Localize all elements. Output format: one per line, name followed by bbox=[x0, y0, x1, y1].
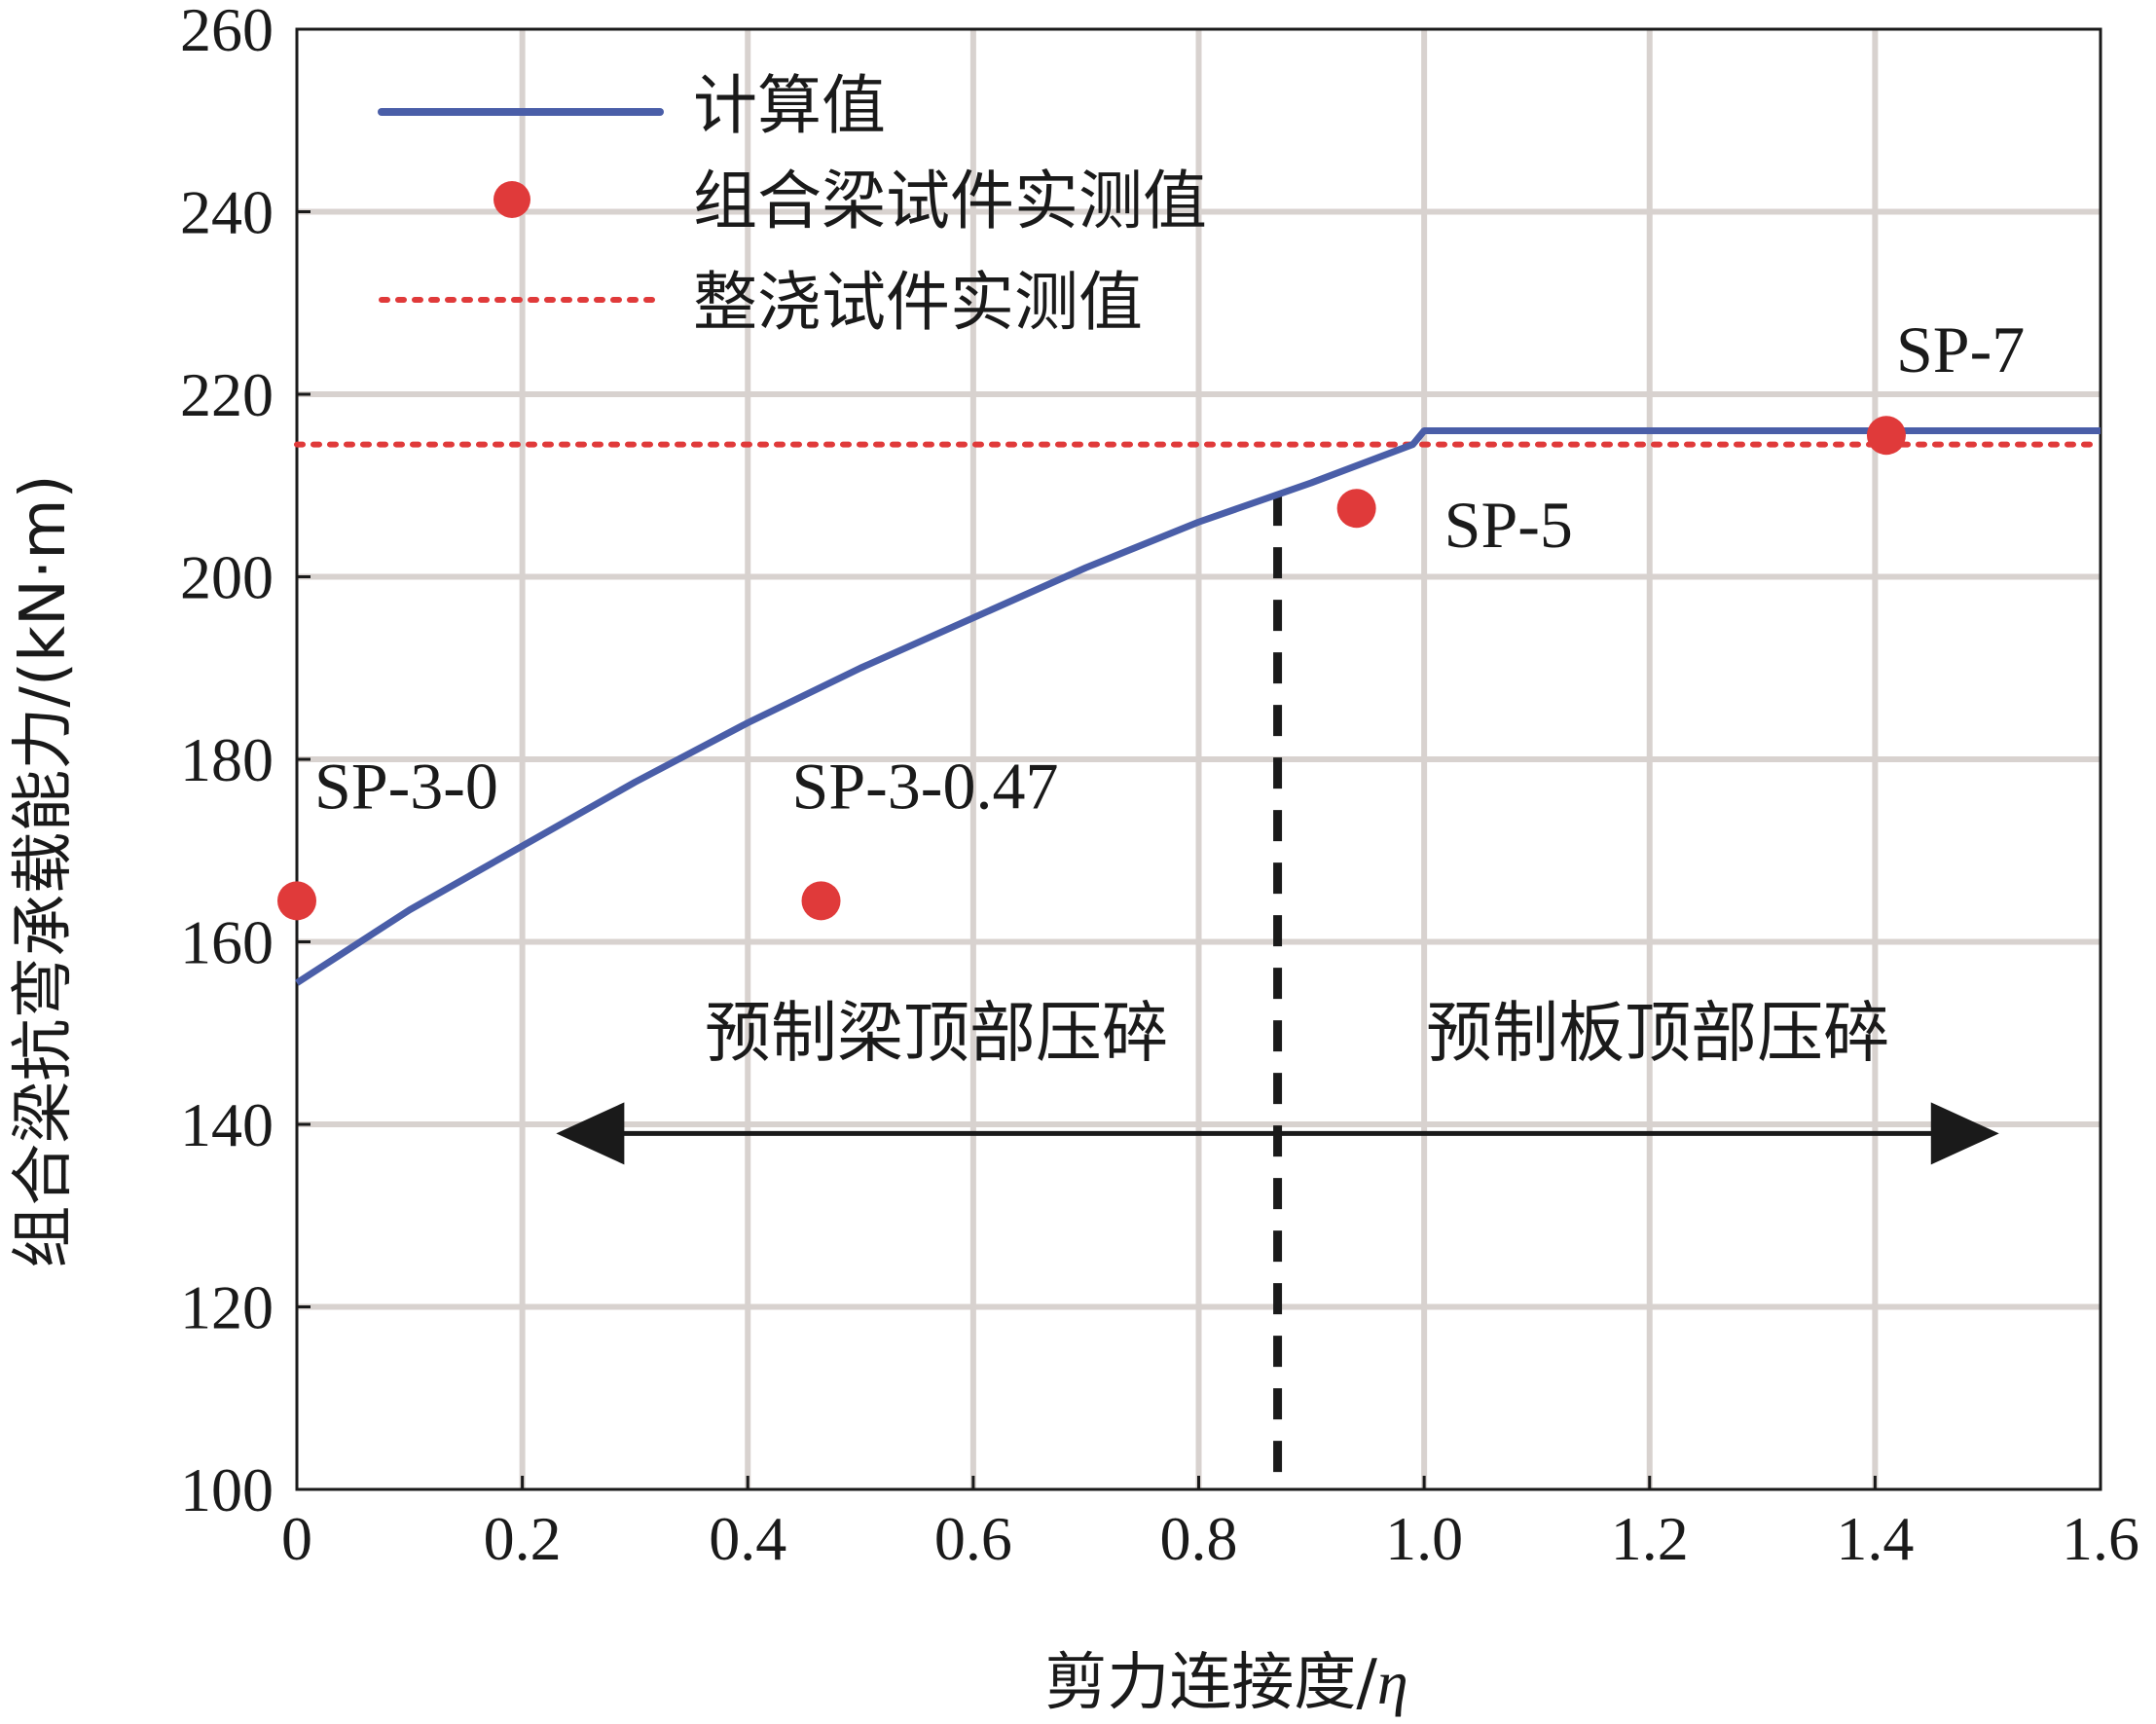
measured-point bbox=[277, 881, 316, 921]
y-tick-label: 100 bbox=[180, 1455, 274, 1524]
y-tick-label: 180 bbox=[180, 725, 274, 794]
x-tick-label: 1.4 bbox=[1836, 1504, 1914, 1573]
x-axis-ticks: 0 0.2 0.4 0.6 0.8 1.0 1.2 1.4 1.6 bbox=[281, 1476, 2139, 1573]
calculated-value-line bbox=[295, 427, 2101, 986]
y-axis-title: 组合梁抗弯承载能力/(kN·m) bbox=[8, 474, 80, 1267]
grid-lines bbox=[297, 29, 2101, 1489]
legend-calculated-label: 计算值 bbox=[693, 68, 886, 143]
y-tick-label: 240 bbox=[180, 178, 274, 247]
annotations: 预制梁顶部压碎 预制板顶部压碎 bbox=[556, 495, 1999, 1489]
y-tick-label: 220 bbox=[180, 360, 274, 429]
right-region-label: 预制板顶部压碎 bbox=[1426, 995, 1889, 1072]
legend: 计算值 组合梁试件实测值 整浇试件实测值 bbox=[378, 68, 1207, 340]
left-region-label: 预制梁顶部压碎 bbox=[705, 995, 1168, 1072]
point-label: SP-7 bbox=[1896, 312, 2025, 386]
x-axis-title-symbol: η bbox=[1377, 1648, 1408, 1717]
measured-point bbox=[1336, 489, 1376, 529]
series-layer: SP-3-0 SP-3-0.47 SP-5 SP-7 bbox=[277, 312, 2103, 986]
point-label: SP-5 bbox=[1444, 488, 1573, 562]
measured-point bbox=[801, 881, 841, 921]
region-arrow-right-head bbox=[1930, 1102, 1999, 1165]
x-tick-label: 1.2 bbox=[1611, 1504, 1689, 1573]
legend-monolithic-label: 整浇试件实测值 bbox=[693, 265, 1143, 340]
x-tick-label: 1.0 bbox=[1385, 1504, 1463, 1573]
y-tick-label: 200 bbox=[180, 543, 274, 612]
legend-beam-measured-label: 组合梁试件实测值 bbox=[693, 164, 1207, 238]
x-tick-label: 1.6 bbox=[2062, 1504, 2139, 1573]
x-tick-label: 0.8 bbox=[1160, 1504, 1238, 1573]
y-tick-label: 160 bbox=[180, 908, 274, 977]
x-tick-label: 0 bbox=[281, 1504, 312, 1573]
region-arrow-left-head bbox=[556, 1102, 625, 1165]
point-label: SP-3-0.47 bbox=[792, 749, 1059, 823]
legend-beam-measured-swatch bbox=[493, 181, 530, 218]
x-tick-label: 0.6 bbox=[934, 1504, 1012, 1573]
y-tick-label: 120 bbox=[180, 1273, 274, 1342]
measured-point bbox=[1866, 416, 1906, 456]
x-axis-title-text: 剪力连接度/ bbox=[1044, 1647, 1377, 1719]
measured-points: SP-3-0 SP-3-0.47 SP-5 SP-7 bbox=[277, 312, 2025, 921]
y-tick-label: 260 bbox=[180, 0, 274, 64]
x-axis-title: 剪力连接度/η bbox=[1044, 1647, 1407, 1719]
y-axis-ticks: 100 120 140 160 180 200 220 240 260 bbox=[180, 0, 311, 1524]
y-tick-label: 140 bbox=[180, 1090, 274, 1159]
point-label: SP-3-0 bbox=[314, 749, 498, 823]
x-tick-label: 0.4 bbox=[709, 1504, 786, 1573]
x-tick-label: 0.2 bbox=[484, 1504, 562, 1573]
